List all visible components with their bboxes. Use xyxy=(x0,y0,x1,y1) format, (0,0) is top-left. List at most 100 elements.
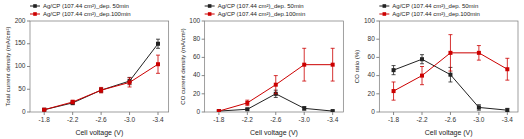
y-tick-label: 150 xyxy=(15,39,26,46)
figure: 050100150200-1.8-2.2-2.6-3.0-3.4Cell vol… xyxy=(0,0,524,139)
error-bar-cap xyxy=(392,74,396,75)
error-bar-cap xyxy=(392,100,396,101)
marker xyxy=(505,108,509,112)
x-tick-label: -3.4 xyxy=(152,116,164,123)
error-bar-cap xyxy=(156,39,160,40)
x-axis-label: Cell voltage (V) xyxy=(425,129,473,137)
legend-marker xyxy=(33,12,37,16)
y-tick xyxy=(27,89,30,90)
marker xyxy=(392,68,396,72)
y-tick-label: 100 xyxy=(15,62,26,69)
marker xyxy=(156,42,160,46)
error-bar-cap xyxy=(274,75,278,76)
error-bar-cap xyxy=(392,65,396,66)
y-axis-label: Total current density (mA/cm²) xyxy=(5,26,11,106)
error-bar xyxy=(274,76,278,94)
error-bar-cap xyxy=(505,58,509,59)
error-bar-cap xyxy=(99,92,103,93)
x-tick-label: -3.0 xyxy=(299,116,311,123)
y-axis-label: CO ratio (%) xyxy=(354,50,360,83)
plot-area xyxy=(205,21,344,112)
marker xyxy=(42,108,46,112)
legend-label: Ag/CP (107.44 cm²)_dep.100min xyxy=(43,11,131,17)
marker xyxy=(477,51,481,55)
plot-area xyxy=(30,21,169,112)
x-tick xyxy=(304,112,305,115)
error-bar xyxy=(156,55,160,73)
series xyxy=(42,39,160,112)
y-axis-label: CO current density (mA/cm²) xyxy=(180,28,186,104)
error-bar-cap xyxy=(99,87,103,88)
x-tick xyxy=(393,112,394,115)
error-bar xyxy=(302,107,306,111)
error-bar-cap xyxy=(156,73,160,74)
marker xyxy=(302,106,306,110)
marker xyxy=(42,108,46,112)
plot-frame xyxy=(30,21,169,112)
error-bar-cap xyxy=(331,81,335,82)
y-tick xyxy=(376,39,379,40)
x-tick-label: -2.6 xyxy=(96,116,108,123)
error-bar-cap xyxy=(477,60,481,61)
marker xyxy=(245,101,249,105)
legend-label: Ag/CP (107.44 cm²)_dep.100min xyxy=(392,11,480,17)
x-tick xyxy=(275,112,276,115)
y-tick xyxy=(202,75,205,76)
x-tick-label: -2.6 xyxy=(445,116,457,123)
plot-frame xyxy=(379,21,518,112)
y-tick xyxy=(202,112,205,113)
data-area xyxy=(217,48,335,112)
legend-marker xyxy=(383,4,387,8)
y-tick-label: 0 xyxy=(371,108,375,115)
legend-label: Ag/CP (107.44 cm²)_dep. 50min xyxy=(43,3,129,9)
error-bar-cap xyxy=(477,104,481,105)
error-bar-cap xyxy=(420,54,424,55)
y-tick-label: 80 xyxy=(193,35,201,42)
x-tick-label: -3.4 xyxy=(502,116,514,123)
y-tick-label: 20 xyxy=(193,90,201,97)
marker xyxy=(477,105,481,109)
y-tick-label: 40 xyxy=(368,71,376,78)
marker xyxy=(331,63,335,67)
y-tick xyxy=(202,57,205,58)
y-tick xyxy=(27,66,30,67)
y-tick xyxy=(27,21,30,22)
legend-marker xyxy=(383,12,387,16)
marker xyxy=(392,89,396,93)
y-tick-label: 100 xyxy=(189,17,200,24)
x-axis-label: Cell voltage (V) xyxy=(75,129,123,137)
error-bar-cap xyxy=(245,100,249,101)
error-bar-cap xyxy=(477,45,481,46)
series xyxy=(42,55,160,112)
x-tick xyxy=(478,112,479,115)
data-area xyxy=(392,35,510,112)
series-line xyxy=(44,44,158,110)
error-bar-cap xyxy=(477,110,481,111)
x-tick-label: -1.8 xyxy=(213,116,225,123)
error-bar-cap xyxy=(420,84,424,85)
error-bar xyxy=(392,66,396,75)
x-tick xyxy=(44,112,45,115)
error-bar xyxy=(448,35,452,71)
marker xyxy=(99,88,103,92)
x-tick xyxy=(332,112,333,115)
legend-label: Ag/CP (107.44 cm²)_dep. 50min xyxy=(392,3,478,9)
y-tick xyxy=(202,21,205,22)
error-bar xyxy=(505,58,509,80)
error-bar-cap xyxy=(302,48,306,49)
y-tick-label: 0 xyxy=(22,108,26,115)
y-tick xyxy=(202,39,205,40)
y-tick-label: 200 xyxy=(15,17,26,24)
error-bar xyxy=(71,100,75,104)
y-tick-label: 20 xyxy=(368,90,376,97)
marker xyxy=(448,73,452,77)
error-bar xyxy=(302,48,306,81)
legend-marker xyxy=(208,12,212,16)
marker xyxy=(71,101,75,105)
x-tick xyxy=(72,112,73,115)
series-line xyxy=(219,65,333,111)
legend: Ag/CP (107.44 cm²)_dep. 50minAg/CP (107.… xyxy=(205,3,306,17)
legend-marker xyxy=(33,4,37,8)
error-bar xyxy=(99,88,103,93)
marker xyxy=(420,74,424,78)
